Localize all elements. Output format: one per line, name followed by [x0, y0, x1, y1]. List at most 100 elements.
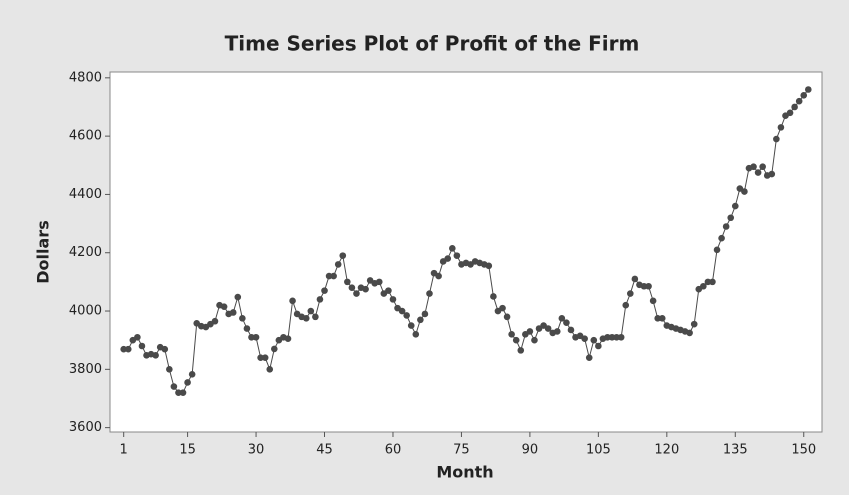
- data-point: [253, 334, 260, 341]
- x-tick-label: 60: [385, 443, 402, 458]
- data-point: [403, 312, 410, 319]
- data-point: [627, 290, 634, 297]
- data-point: [805, 86, 812, 93]
- x-tick-label: 75: [453, 443, 470, 458]
- data-point: [312, 314, 319, 321]
- data-point: [768, 171, 775, 178]
- data-point: [339, 252, 346, 259]
- data-point: [718, 235, 725, 242]
- data-point: [741, 188, 748, 195]
- data-point: [709, 279, 716, 286]
- data-point: [618, 334, 625, 341]
- data-point: [686, 330, 693, 337]
- data-point: [303, 315, 310, 322]
- data-point: [212, 318, 219, 325]
- data-point: [244, 325, 251, 332]
- data-point: [408, 322, 415, 329]
- x-tick-label: 30: [248, 443, 265, 458]
- data-point: [362, 286, 369, 293]
- chart: Time Series Plot of Profit of the Firm M…: [0, 0, 849, 495]
- data-point: [791, 104, 798, 111]
- data-point: [230, 309, 237, 316]
- data-point: [308, 308, 315, 315]
- y-tick-label: 4000: [69, 304, 102, 319]
- data-point: [732, 203, 739, 210]
- data-point: [189, 371, 196, 378]
- data-point: [659, 315, 666, 322]
- data-point: [691, 321, 698, 328]
- x-tick-label: 105: [586, 443, 611, 458]
- data-point: [353, 290, 360, 297]
- data-point: [554, 328, 561, 335]
- y-tick-label: 4800: [69, 70, 102, 85]
- data-point: [787, 110, 794, 117]
- data-point: [426, 290, 433, 297]
- data-point: [344, 279, 351, 286]
- data-point: [289, 298, 296, 305]
- data-point: [750, 163, 757, 170]
- data-point: [486, 263, 493, 270]
- data-point: [125, 346, 132, 353]
- data-point: [385, 287, 392, 294]
- data-point: [755, 169, 762, 176]
- data-point: [517, 347, 524, 354]
- data-point: [376, 279, 383, 286]
- data-point: [285, 335, 292, 342]
- y-tick-label: 4400: [69, 187, 102, 202]
- data-point: [221, 303, 228, 310]
- x-tick-label: 15: [179, 443, 196, 458]
- data-point: [778, 124, 785, 131]
- x-tick-label: 120: [654, 443, 679, 458]
- data-point: [595, 343, 602, 350]
- data-point: [531, 337, 538, 344]
- data-point: [527, 328, 534, 335]
- data-point: [330, 273, 337, 280]
- data-point: [239, 315, 246, 322]
- data-point: [499, 305, 506, 312]
- data-point: [796, 98, 803, 105]
- data-point: [321, 287, 328, 294]
- data-point: [590, 337, 597, 344]
- data-point: [508, 331, 515, 338]
- data-point: [166, 366, 173, 373]
- data-point: [152, 352, 159, 359]
- data-point: [412, 331, 419, 338]
- data-point: [645, 283, 652, 290]
- data-point: [317, 296, 324, 303]
- data-point: [444, 255, 451, 262]
- data-point: [513, 337, 520, 344]
- x-tick-label: 45: [316, 443, 333, 458]
- data-point: [262, 354, 269, 361]
- data-point: [422, 311, 429, 318]
- x-tick-label: 90: [522, 443, 539, 458]
- data-point: [134, 334, 141, 341]
- y-axis-label: Dollars: [34, 220, 53, 283]
- data-point: [435, 273, 442, 280]
- data-point: [266, 366, 273, 373]
- data-point: [184, 379, 191, 386]
- page: Time Series Plot of Profit of the Firm M…: [0, 0, 849, 495]
- y-tick-label: 4200: [69, 245, 102, 260]
- data-point: [417, 316, 424, 323]
- data-point: [563, 319, 570, 326]
- data-point: [581, 335, 588, 342]
- data-point: [727, 214, 734, 221]
- data-point: [773, 136, 780, 143]
- data-point: [622, 302, 629, 309]
- y-tick-label: 3800: [69, 362, 102, 377]
- x-axis-label: Month: [436, 463, 493, 482]
- data-point: [335, 261, 342, 268]
- y-tick-label: 3600: [69, 420, 102, 435]
- data-point: [180, 389, 187, 396]
- data-point: [349, 284, 356, 291]
- data-point: [161, 346, 168, 353]
- x-tick-label: 150: [791, 443, 816, 458]
- data-point: [504, 314, 511, 321]
- chart-title: Time Series Plot of Profit of the Firm: [225, 32, 640, 56]
- data-point: [586, 354, 593, 361]
- data-point: [490, 293, 497, 300]
- data-point: [454, 252, 461, 259]
- data-point: [271, 346, 278, 353]
- data-point: [139, 343, 146, 350]
- data-point: [800, 92, 807, 99]
